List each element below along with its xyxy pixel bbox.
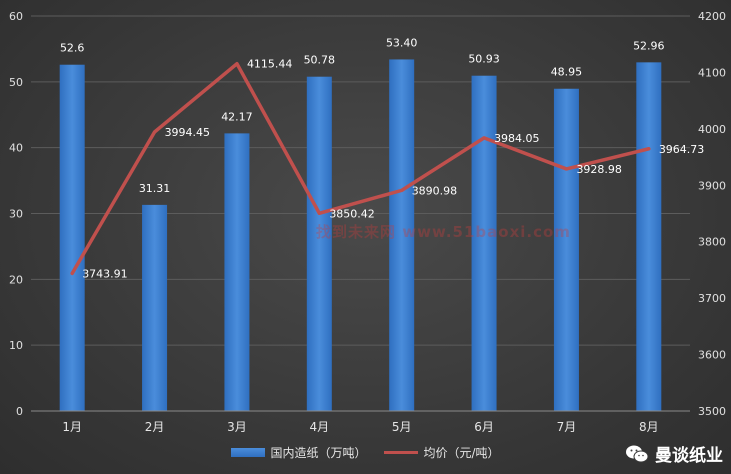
bar-value-label: 52.96 [633,39,665,52]
bar-value-label: 42.17 [221,110,253,123]
y-left-tick-label: 30 [9,208,23,221]
x-tick-label: 1月 [62,420,82,434]
y-right-tick-label: 4000 [698,123,726,136]
x-tick-label: 2月 [145,420,165,434]
line-point [482,136,486,140]
x-tick-label: 8月 [639,420,659,434]
x-tick-label: 3月 [227,420,247,434]
legend-swatch-line [384,451,419,454]
y-left-tick-label: 20 [9,273,23,286]
bar [636,62,662,411]
y-right-tick-label: 4100 [698,66,726,79]
bar-value-label: 31.31 [139,182,171,195]
legend-label-bars: 国内造纸（万吨） [270,446,367,460]
bar-value-label: 50.78 [304,54,336,67]
bar [59,64,85,411]
line-value-label: 3964.73 [659,143,705,156]
y-right-tick-label: 3800 [698,236,726,249]
y-left-tick-label: 50 [9,76,23,89]
bar [224,133,250,411]
line-point [235,62,239,66]
y-left-tick-label: 60 [9,10,23,23]
line-point [564,167,568,171]
bar-value-label: 50.93 [468,53,500,66]
bar [389,59,415,411]
y-left-tick-label: 10 [9,339,23,352]
brand: 曼谈纸业 [625,441,723,466]
y-right-tick-label: 3500 [698,405,726,418]
y-right-tick-label: 4200 [698,10,726,23]
legend-item-bars: 国内造纸（万吨） [231,444,366,461]
line-value-label: 3890.98 [412,184,458,197]
line-series [70,61,651,276]
legend-label-line: 均价（元/吨） [423,446,500,460]
bar [306,76,332,411]
legend: 国内造纸（万吨） 均价（元/吨） [0,444,731,461]
line-value-label: 3994.45 [165,126,211,139]
legend-item-line: 均价（元/吨） [384,444,500,461]
bar-value-label: 48.95 [551,66,583,79]
y-left-tick-label: 0 [16,405,23,418]
brand-name: 曼谈纸业 [655,446,723,466]
line-value-label: 3928.98 [576,163,622,176]
wechat-icon [626,445,649,462]
x-tick-label: 5月 [392,420,412,434]
line-value-label: 3743.91 [82,267,128,280]
line-point [317,211,321,215]
x-tick-label: 4月 [309,420,329,434]
bar [142,204,168,411]
line-point [70,271,74,275]
line-point [647,147,651,151]
watermark: 找到未来网 www.51baoxi.com [316,223,571,241]
y-right-tick-label: 3600 [698,349,726,362]
line-point [153,130,157,134]
line-value-label: 3850.42 [329,207,375,220]
x-tick-label: 7月 [557,420,577,434]
line-value-label: 3984.05 [494,132,540,145]
y-right-tick-label: 3700 [698,292,726,305]
x-tick-label: 6月 [474,420,494,434]
bar-value-label: 53.40 [386,36,418,49]
legend-swatch-bars [231,448,266,457]
y-left-tick-label: 40 [9,142,23,155]
line-point [400,188,404,192]
bar [471,75,497,412]
bar [553,88,579,411]
bar-value-label: 52.6 [60,42,85,55]
line-value-label: 4115.44 [247,58,293,71]
y-right-tick-label: 3900 [698,179,726,192]
